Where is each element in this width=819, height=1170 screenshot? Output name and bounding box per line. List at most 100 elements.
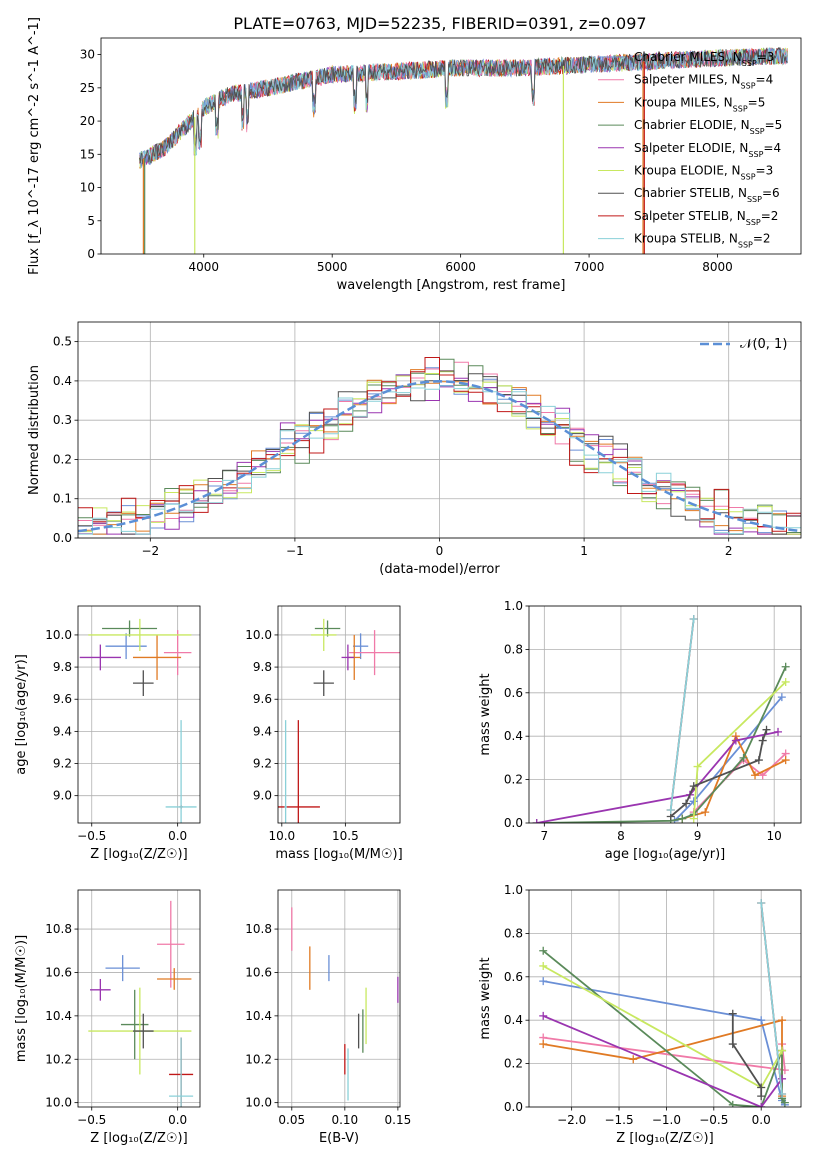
- axes-frame: [77, 321, 802, 539]
- x-tick-label: −1: [286, 544, 304, 558]
- axes-mass-vs-ebv: 0.05 0.10 0.15 10.0 10.2 10.4 10.6 10.8 E(B-V): [245, 889, 412, 1146]
- weight-line-4: [536, 731, 779, 823]
- x-tick-label: −2: [141, 544, 159, 558]
- weight-marker: [762, 725, 771, 734]
- x-tick-label: −0.5: [77, 829, 106, 843]
- weight-line-8: [669, 618, 695, 811]
- x-tick-label: 4000: [188, 260, 219, 274]
- weight-line-8: [760, 902, 783, 1095]
- weight-marker: [539, 977, 548, 986]
- weight-marker: [666, 805, 675, 814]
- weight-marker: [781, 677, 790, 686]
- axes-residuals: −2 −1 0 1 2 0.0 0.1 0.2 0.3 0.4 0.5 (data-model)/er…: [27, 321, 802, 577]
- y-tick-label: 9.8: [253, 660, 272, 674]
- y-tick-label: 0.8: [504, 642, 523, 656]
- weight-marker: [532, 819, 541, 823]
- y-tick-label: 0.3: [53, 413, 72, 427]
- weight-marker: [757, 1083, 766, 1092]
- x-tick-label: 6000: [445, 260, 476, 274]
- x-axis-label: mass [log₁₀(M/M☉)]: [275, 847, 402, 862]
- histogram-8: [78, 385, 801, 535]
- y-tick-label: 10: [80, 181, 95, 195]
- y-axis-label: mass weight: [478, 673, 493, 755]
- weight-marker: [781, 662, 790, 671]
- plot-area-spectrum: [139, 46, 788, 254]
- x-tick-label: −0.5: [77, 1113, 106, 1127]
- x-tick-label: −0.5: [699, 1113, 728, 1127]
- weight-marker: [754, 756, 763, 765]
- spectrum-legend: Chabrier MILES, NSSP=3 Salpeter MILES, NS…: [598, 50, 782, 249]
- plot-area-mass-weight-vs-age: [532, 615, 790, 823]
- axes-frame: [277, 889, 401, 1108]
- y-tick-label: 10.8: [245, 922, 272, 936]
- reference-legend-label: 𝒩(0, 1): [740, 337, 787, 352]
- weight-marker: [689, 797, 698, 806]
- legend-label: Salpeter STELIB, NSSP=2: [634, 209, 778, 227]
- x-tick-label: 0.15: [385, 1113, 412, 1127]
- x-tick-label: 7000: [574, 260, 605, 274]
- spectrum-line-6: [139, 46, 788, 166]
- x-tick-label: 7: [541, 829, 549, 843]
- y-tick-label: 30: [80, 48, 95, 62]
- plot-area-residuals: [78, 357, 801, 535]
- y-tick-label: 9.4: [53, 724, 72, 738]
- spectrum-line-8: [139, 46, 788, 165]
- y-tick-label: 9.2: [53, 757, 72, 771]
- weight-marker: [728, 1040, 737, 1049]
- y-tick-label: 0.2: [504, 1057, 523, 1071]
- axes-spectrum: 4000 5000 6000 7000 8000 0 5 10 15 20 25 30 waveleng…: [27, 17, 802, 293]
- weight-line-3: [536, 666, 787, 823]
- x-tick-label: −1.5: [604, 1113, 633, 1127]
- y-tick-label: 1.0: [504, 883, 523, 897]
- y-tick-label: 9.6: [253, 692, 272, 706]
- y-tick-label: 9.6: [53, 692, 72, 706]
- y-tick-label: 10.0: [245, 628, 272, 642]
- weight-marker: [728, 1009, 737, 1018]
- legend-label: Salpeter MILES, NSSP=4: [634, 73, 773, 91]
- y-tick-label: 0.4: [53, 374, 72, 388]
- x-axis-label: Z [log₁₀(Z/Z☉)]: [90, 847, 187, 862]
- y-tick-label: 15: [80, 147, 95, 161]
- y-tick-label: 10.0: [245, 1096, 272, 1110]
- legend-label: Kroupa MILES, NSSP=5: [634, 95, 765, 113]
- weight-marker: [689, 814, 698, 823]
- y-tick-label: 10.0: [45, 628, 72, 642]
- y-tick-label: 1.0: [504, 599, 523, 613]
- legend-label: Chabrier MILES, NSSP=3: [634, 50, 774, 68]
- y-tick-label: 9.8: [53, 660, 72, 674]
- weight-marker: [758, 771, 767, 780]
- weight-marker: [689, 615, 698, 624]
- y-tick-label: 0.2: [504, 773, 523, 787]
- x-tick-label: 0.0: [752, 1113, 771, 1127]
- legend-label: Chabrier ELODIE, NSSP=5: [634, 118, 782, 136]
- x-tick-label: 0.10: [331, 1113, 358, 1127]
- x-tick-label: 0: [436, 544, 444, 558]
- weight-marker: [689, 782, 698, 791]
- x-tick-label: −2.0: [557, 1113, 586, 1127]
- x-tick-label: 2: [725, 544, 733, 558]
- weight-marker: [778, 1074, 787, 1083]
- y-tick-label: 0.0: [504, 1100, 523, 1114]
- x-axis-label: Z [log₁₀(Z/Z☉)]: [90, 1131, 187, 1146]
- y-tick-label: 9.0: [53, 789, 72, 803]
- axes-age-vs-Z: −0.5 0.0 9.0 9.2 9.4 9.6 9.8 10.0 Z [log₁₀(Z/Z☉)…: [14, 605, 201, 862]
- axes-frame: [77, 605, 201, 824]
- weight-marker: [629, 1055, 638, 1064]
- weight-marker: [757, 1016, 766, 1025]
- weight-marker: [751, 771, 760, 780]
- weight-marker: [539, 961, 548, 970]
- x-axis-label: wavelength [Angstrom, rest frame]: [337, 278, 566, 293]
- legend-label: Kroupa ELODIE, NSSP=3: [634, 164, 773, 182]
- legend-label: Salpeter ELODIE, NSSP=4: [634, 141, 781, 159]
- x-tick-label: 8000: [702, 260, 733, 274]
- x-tick-label: 10.0: [268, 829, 295, 843]
- y-tick-label: 25: [80, 81, 95, 95]
- plot-area-mass-vs-Z: [88, 900, 194, 1107]
- axes-frame: [528, 889, 802, 1108]
- weight-marker: [539, 946, 548, 955]
- weight-line-4: [542, 1015, 783, 1107]
- histogram-7: [78, 357, 801, 532]
- axes-mass-weight-vs-age: 7 8 9 10 0.0 0.2 0.4 0.6 0.8 1.0 age [log₁₀(age/yr…: [478, 599, 802, 862]
